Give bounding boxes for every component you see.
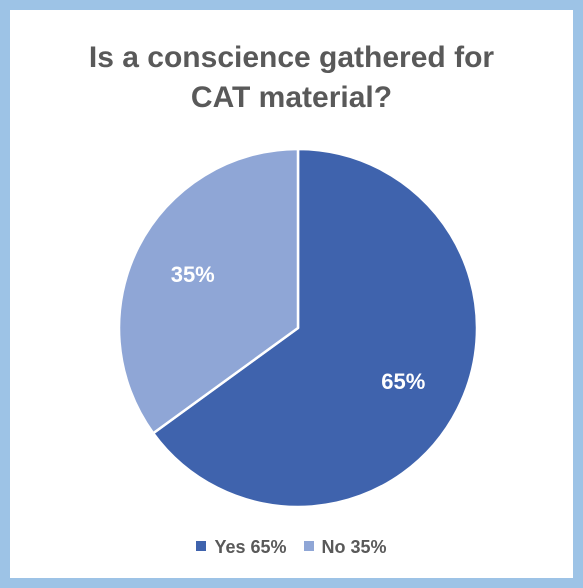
data-label-yes: 65%: [381, 369, 425, 394]
legend-item-yes: Yes 65%: [196, 537, 287, 558]
data-label-no: 35%: [171, 262, 215, 287]
pie-slice-no: [117, 147, 300, 435]
chart-title: Is a conscience gathered for CAT materia…: [0, 38, 583, 118]
pie-slice-yes: [151, 147, 479, 509]
chart-legend: Yes 65% No 35%: [0, 537, 583, 558]
pie-data-labels: 65% 35%: [171, 262, 426, 394]
chart-title-line-1: Is a conscience gathered for: [88, 41, 495, 74]
legend-label-yes: Yes 65%: [214, 537, 287, 557]
pie-slices: [117, 147, 479, 509]
legend-item-no: No 35%: [303, 537, 387, 558]
legend-swatch-no: [303, 541, 314, 552]
legend-label-no: No 35%: [321, 537, 387, 557]
legend-swatch-yes: [196, 541, 207, 552]
chart-title-line-2: CAT material?: [190, 81, 393, 114]
